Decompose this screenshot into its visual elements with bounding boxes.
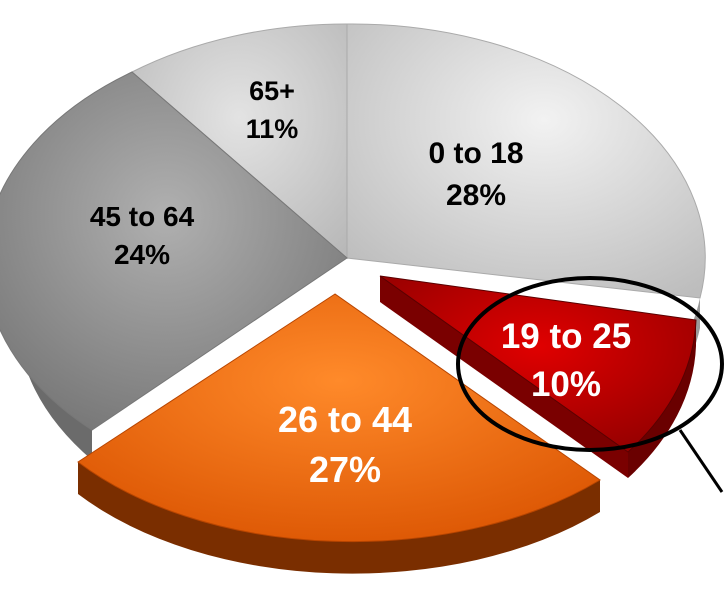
label-value-45-to-64: 24% <box>114 239 170 270</box>
slice-26-to-44 <box>77 293 601 574</box>
slice-19-to-25 <box>379 275 697 478</box>
label-value-26-to-44: 27% <box>309 449 381 490</box>
slice-65-plus <box>131 23 348 260</box>
label-value-65-plus: 11% <box>246 114 299 144</box>
highlight-callout <box>456 276 724 493</box>
slice-19-to-25-inner-face <box>380 276 628 478</box>
label-category-19-to-25: 19 to 25 <box>501 317 631 356</box>
callout-line <box>678 429 724 493</box>
label-category-26-to-44: 26 to 44 <box>278 399 412 440</box>
slice-0-to-18-top <box>346 23 706 299</box>
label-value-0-to-18: 28% <box>446 179 506 212</box>
slice-45-to-64-top <box>0 71 348 431</box>
highlight-ring <box>456 276 724 452</box>
slice-45-to-64 <box>0 71 348 460</box>
data-labels: 0 to 18 28% 19 to 25 10% 26 to 44 27% 45… <box>90 76 631 490</box>
label-value-19-to-25: 10% <box>531 365 601 404</box>
slice-26-to-44-top <box>77 293 601 543</box>
label-category-65-plus: 65+ <box>249 76 295 106</box>
slice-65-plus-top <box>131 23 348 260</box>
slice-26-to-44-side <box>78 462 600 574</box>
label-category-0-to-18: 0 to 18 <box>428 137 523 170</box>
slice-19-to-25-side <box>628 320 696 478</box>
label-category-45-to-64: 45 to 64 <box>90 201 195 232</box>
